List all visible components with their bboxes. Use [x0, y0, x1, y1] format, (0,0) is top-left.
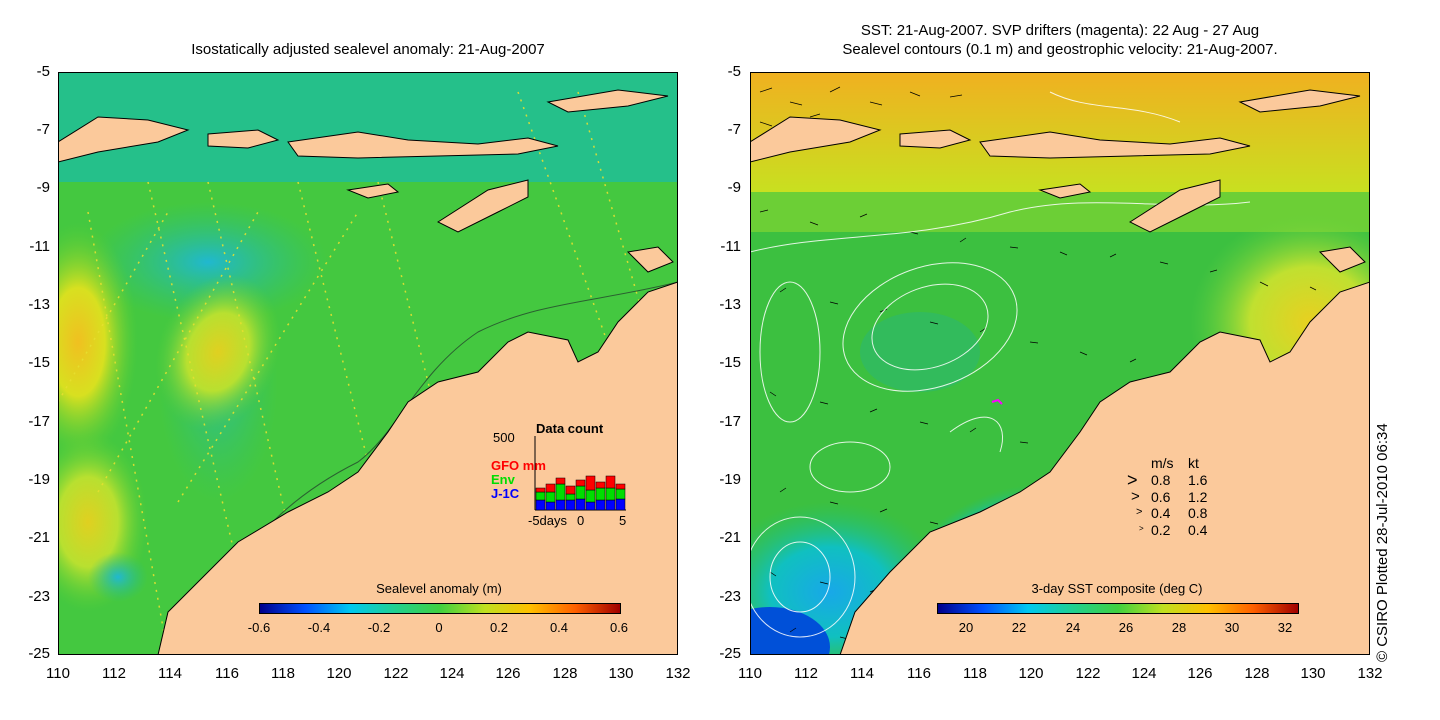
x-tick-label: 114 — [850, 665, 874, 682]
x-tick-label: 126 — [495, 665, 521, 682]
y-tick-label: -7 — [727, 121, 741, 138]
x-tick-label: 124 — [1131, 665, 1157, 682]
data-count-title: Data count — [536, 421, 604, 436]
data-count-ymax: 500 — [493, 430, 515, 445]
y-tick-label: -5 — [727, 63, 741, 80]
colorbar-tick: -0.2 — [367, 620, 391, 635]
x-tick-label: 110 — [738, 665, 762, 682]
x-tick-label: 126 — [1187, 665, 1213, 682]
x-tick-label: 112 — [794, 665, 818, 682]
x-tick-label: 132 — [1357, 665, 1383, 682]
data-count-x-mid: 0 — [577, 513, 585, 528]
x-tick-label: 118 — [271, 665, 295, 682]
velocity-kt-value: 0.8 — [1188, 505, 1208, 521]
velocity-ms-value: 0.4 — [1151, 505, 1171, 521]
sst-colorbar-label: 3-day SST composite (deg C) — [1031, 581, 1203, 596]
y-tick-label: -15 — [719, 354, 741, 371]
colorbar-tick: 20 — [958, 620, 974, 635]
velocity-arrow-icon: > — [1127, 470, 1138, 490]
y-tick-label: -9 — [36, 179, 50, 196]
y-tick-label: -25 — [28, 645, 50, 662]
series-gfo-label: GFO mm — [491, 458, 546, 473]
x-tick-label: 132 — [665, 665, 691, 682]
y-tick-label: -5 — [36, 63, 50, 80]
colorbar-tick: 28 — [1171, 620, 1187, 635]
y-tick-label: -17 — [719, 413, 741, 430]
sealevel-colorbar-label: Sealevel anomaly (m) — [376, 581, 502, 596]
velocity-legend-header-kt: kt — [1188, 455, 1199, 471]
x-tick-label: 122 — [1075, 665, 1101, 682]
velocity-ms-value: 0.6 — [1151, 489, 1171, 505]
x-tick-label: 114 — [158, 665, 182, 682]
sealevel-anomaly-map — [58, 72, 678, 655]
y-tick-label: -9 — [727, 179, 741, 196]
data-count-bars — [534, 436, 626, 511]
right-panel-title-line2: Sealevel contours (0.1 m) and geostrophi… — [842, 41, 1278, 58]
colorbar-tick: 0.4 — [549, 620, 569, 635]
velocity-arrow-icon: > — [1136, 506, 1143, 518]
right-panel-title-line1: SST: 21-Aug-2007. SVP drifters (magenta)… — [860, 22, 1260, 39]
velocity-ms-value: 0.2 — [1151, 522, 1171, 538]
colorbar-tick: 0.2 — [489, 620, 509, 635]
colorbar-tick: 30 — [1224, 620, 1240, 635]
x-tick-label: 128 — [552, 665, 578, 682]
y-tick-label: -23 — [28, 588, 50, 605]
velocity-ms-value: 0.8 — [1151, 472, 1171, 488]
x-tick-label: 116 — [907, 665, 931, 682]
velocity-legend-header-ms: m/s — [1151, 455, 1174, 471]
colorbar-tick: 22 — [1011, 620, 1027, 635]
y-tick-label: -19 — [28, 471, 50, 488]
series-j1c-label: J-1C — [491, 486, 520, 501]
sealevel-colorbar-gradient — [259, 603, 621, 614]
x-tick-label: 118 — [963, 665, 987, 682]
y-tick-label: -21 — [719, 529, 741, 546]
colorbar-tick: 32 — [1277, 620, 1293, 635]
left-panel-title: Isostatically adjusted sealevel anomaly:… — [191, 41, 545, 58]
velocity-arrow-icon: > — [1131, 488, 1140, 505]
x-tick-label: 130 — [608, 665, 634, 682]
y-tick-label: -23 — [719, 588, 741, 605]
y-tick-label: -13 — [28, 296, 50, 313]
y-tick-label: -15 — [28, 354, 50, 371]
sst-colorbar-gradient — [937, 603, 1299, 614]
x-tick-label: 120 — [326, 665, 352, 682]
x-tick-label: 122 — [383, 665, 409, 682]
data-count-x-start: -5days — [528, 513, 568, 528]
y-tick-label: -11 — [720, 238, 741, 255]
colorbar-tick: -0.6 — [247, 620, 271, 635]
y-tick-label: -17 — [28, 413, 50, 430]
x-tick-label: 128 — [1244, 665, 1270, 682]
velocity-arrow-icon: > — [1139, 524, 1144, 533]
y-tick-label: -25 — [719, 645, 741, 662]
y-tick-label: -7 — [36, 121, 50, 138]
credit-label: © CSIRO Plotted 28-Jul-2010 06:34 — [1374, 423, 1391, 662]
y-tick-label: -21 — [28, 529, 50, 546]
colorbar-tick: -0.4 — [307, 620, 331, 635]
velocity-kt-value: 0.4 — [1188, 522, 1208, 538]
colorbar-tick: 0 — [435, 620, 443, 635]
y-tick-label: -13 — [719, 296, 741, 313]
colorbar-tick: 24 — [1065, 620, 1081, 635]
sst-map — [750, 72, 1370, 655]
colorbar-tick: 26 — [1118, 620, 1134, 635]
x-tick-label: 120 — [1018, 665, 1044, 682]
data-count-x-end: 5 — [619, 513, 627, 528]
x-tick-label: 112 — [102, 665, 126, 682]
colorbar-tick: 0.6 — [609, 620, 629, 635]
x-tick-label: 116 — [215, 665, 239, 682]
velocity-kt-value: 1.6 — [1188, 472, 1208, 488]
series-env-label: Env — [491, 472, 515, 487]
y-tick-label: -19 — [719, 471, 741, 488]
x-tick-label: 110 — [46, 665, 70, 682]
y-tick-label: -11 — [29, 238, 50, 255]
x-tick-label: 124 — [439, 665, 465, 682]
x-tick-label: 130 — [1300, 665, 1326, 682]
velocity-kt-value: 1.2 — [1188, 489, 1208, 505]
